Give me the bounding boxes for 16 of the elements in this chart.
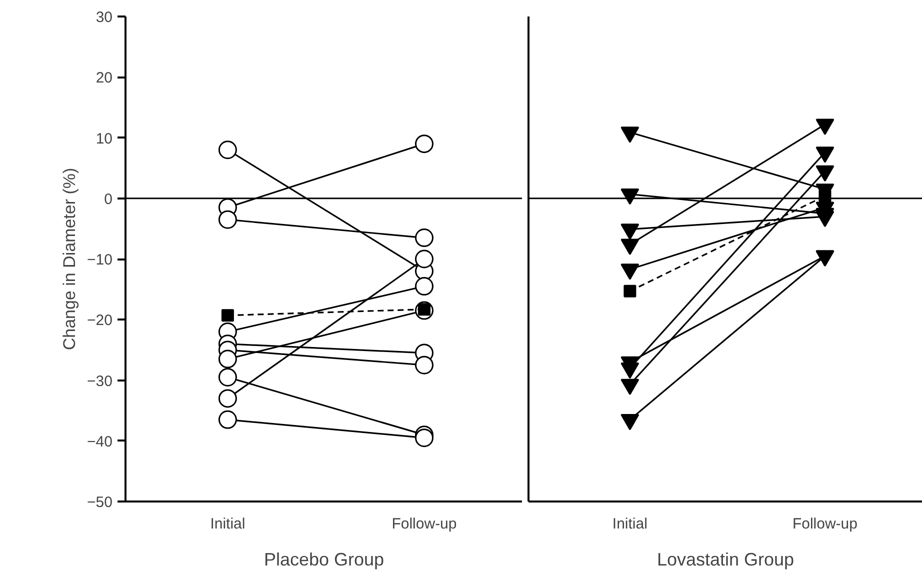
- y-axis-title: Change in Diameter (%): [60, 168, 80, 350]
- y-tick-label: −30: [87, 372, 113, 390]
- y-tick-label: 10: [96, 130, 113, 148]
- x-axis-title: Lovastatin Group: [656, 550, 794, 570]
- x-tick-label: Initial: [612, 516, 648, 532]
- x-tick-label: Initial: [210, 516, 246, 532]
- y-tick-label: 20: [96, 70, 113, 87]
- y-tick-label: −20: [87, 312, 113, 330]
- x-tick-label: Follow-up: [792, 516, 858, 532]
- y-tick-label: −50: [87, 494, 113, 511]
- y-tick-label: −10: [87, 252, 113, 268]
- y-tick-label: 0: [104, 190, 112, 208]
- y-tick-label: 30: [96, 9, 113, 26]
- y-tick-label: −40: [87, 433, 113, 450]
- x-tick-label: Follow-up: [392, 516, 457, 532]
- x-axis-title: Placebo Group: [264, 550, 384, 570]
